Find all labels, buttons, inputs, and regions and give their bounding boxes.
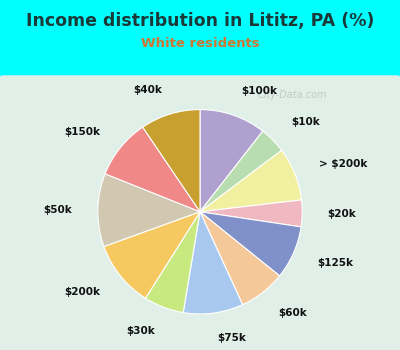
Wedge shape [105,127,200,212]
Text: City-Data.com: City-Data.com [257,90,327,99]
Wedge shape [200,131,282,212]
Wedge shape [200,110,263,212]
Text: > $200k: > $200k [319,159,367,169]
Wedge shape [183,212,242,314]
Wedge shape [200,150,302,212]
Wedge shape [98,174,200,246]
Text: White residents: White residents [141,37,259,50]
Text: $100k: $100k [242,86,278,96]
Text: $200k: $200k [64,287,100,297]
Text: $40k: $40k [134,85,162,95]
Text: $150k: $150k [64,127,100,136]
Wedge shape [146,212,200,313]
Text: $125k: $125k [317,258,353,268]
Text: Income distribution in Lititz, PA (%): Income distribution in Lititz, PA (%) [26,12,374,30]
FancyBboxPatch shape [0,75,400,350]
Text: $60k: $60k [278,308,307,317]
Wedge shape [143,110,200,212]
Text: $10k: $10k [291,117,320,127]
Wedge shape [104,212,200,298]
Text: $50k: $50k [44,205,72,215]
Wedge shape [200,212,280,304]
Text: $75k: $75k [217,334,246,343]
Text: $30k: $30k [126,326,154,336]
Wedge shape [200,200,302,227]
Text: $20k: $20k [328,209,356,219]
Wedge shape [200,212,301,276]
